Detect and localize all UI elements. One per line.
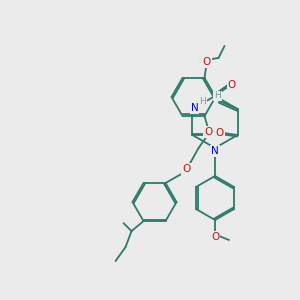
Text: N: N bbox=[211, 146, 219, 156]
Text: O: O bbox=[204, 127, 213, 137]
Text: N: N bbox=[190, 103, 198, 113]
Text: H: H bbox=[214, 92, 221, 100]
Text: O: O bbox=[208, 130, 217, 140]
Text: O: O bbox=[215, 128, 223, 138]
Text: O: O bbox=[202, 57, 211, 67]
Text: O: O bbox=[182, 164, 190, 174]
Text: O: O bbox=[211, 232, 219, 242]
Text: O: O bbox=[228, 80, 236, 90]
Text: H: H bbox=[199, 98, 206, 106]
